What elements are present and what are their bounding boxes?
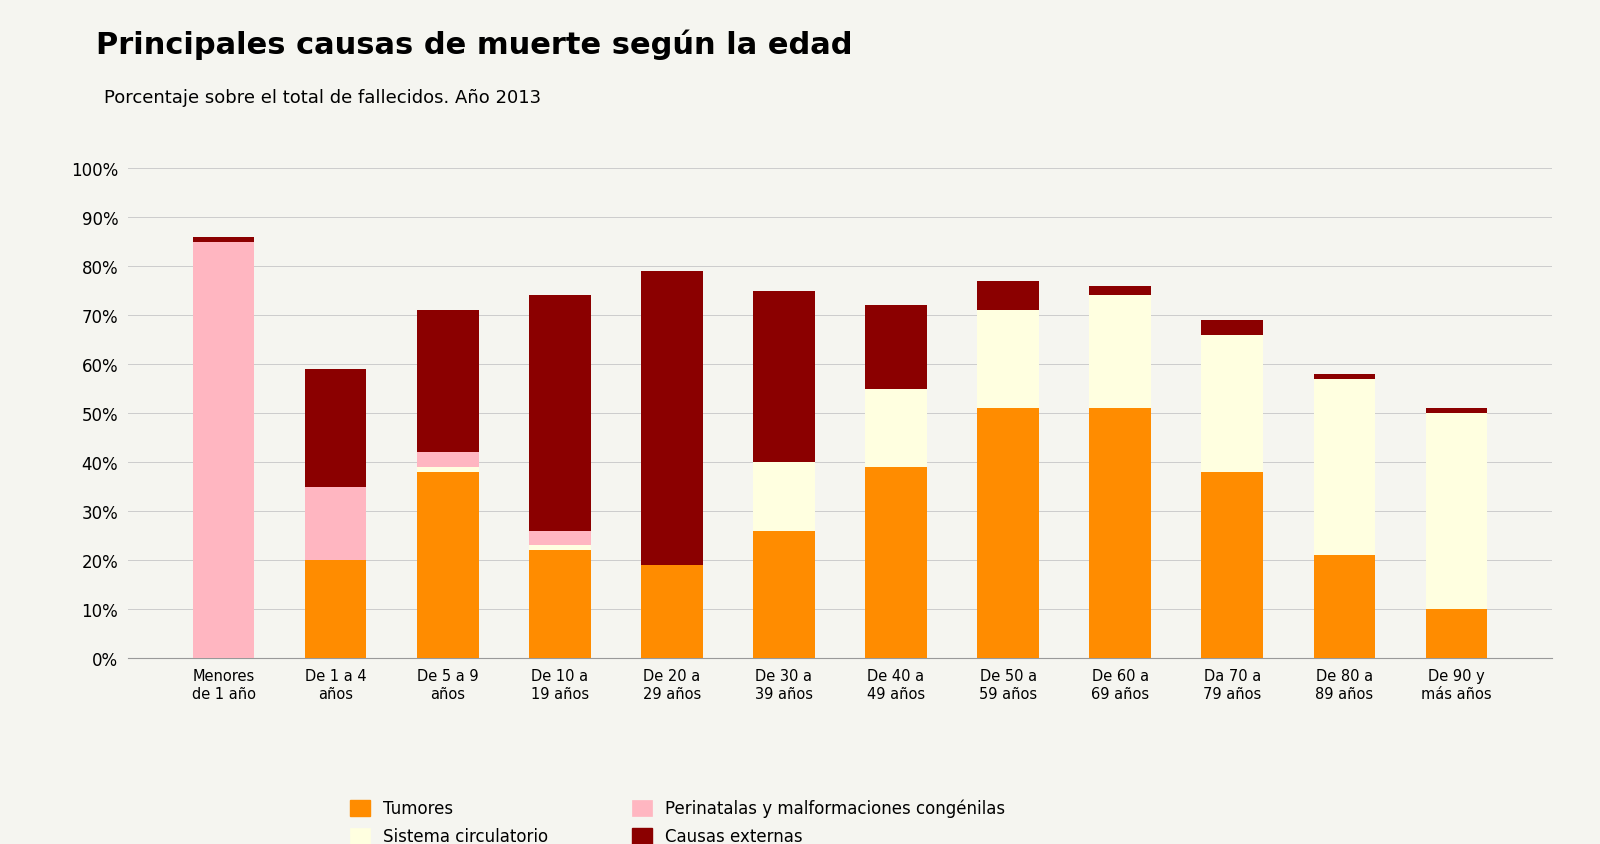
Bar [978,281,1038,311]
Bar [1202,321,1262,335]
Bar [530,546,590,550]
Bar [1314,375,1374,379]
Bar [866,306,926,389]
Bar [306,487,366,560]
Bar [418,311,478,452]
Text: Porcentaje sobre el total de fallecidos. Año 2013: Porcentaje sobre el total de fallecidos.… [104,89,541,106]
Bar [1426,408,1488,414]
Bar [192,242,254,658]
Bar [192,237,254,242]
Text: Principales causas de muerte según la edad: Principales causas de muerte según la ed… [96,30,853,60]
Bar [978,311,1038,408]
Bar [418,468,478,473]
Bar [754,463,814,531]
Bar [642,272,702,565]
Bar [306,560,366,658]
Bar [1426,414,1488,609]
Bar [1202,335,1262,473]
Bar [642,565,702,658]
Bar [530,296,590,531]
Bar [306,370,366,487]
Bar [1426,609,1488,658]
Bar [866,389,926,468]
Bar [754,291,814,463]
Bar [978,408,1038,658]
Bar [866,468,926,658]
Bar [1090,286,1150,296]
Bar [1314,555,1374,658]
Bar [1202,473,1262,658]
Bar [1090,296,1150,408]
Bar [418,473,478,658]
Bar [1314,379,1374,555]
Bar [1090,408,1150,658]
Bar [530,531,590,546]
Bar [418,452,478,468]
Legend: Tumores, Sistema circulatorio, Perinatalas y malformaciones congénilas, Causas e: Tumores, Sistema circulatorio, Perinatal… [350,798,1005,844]
Bar [530,550,590,658]
Bar [754,531,814,658]
